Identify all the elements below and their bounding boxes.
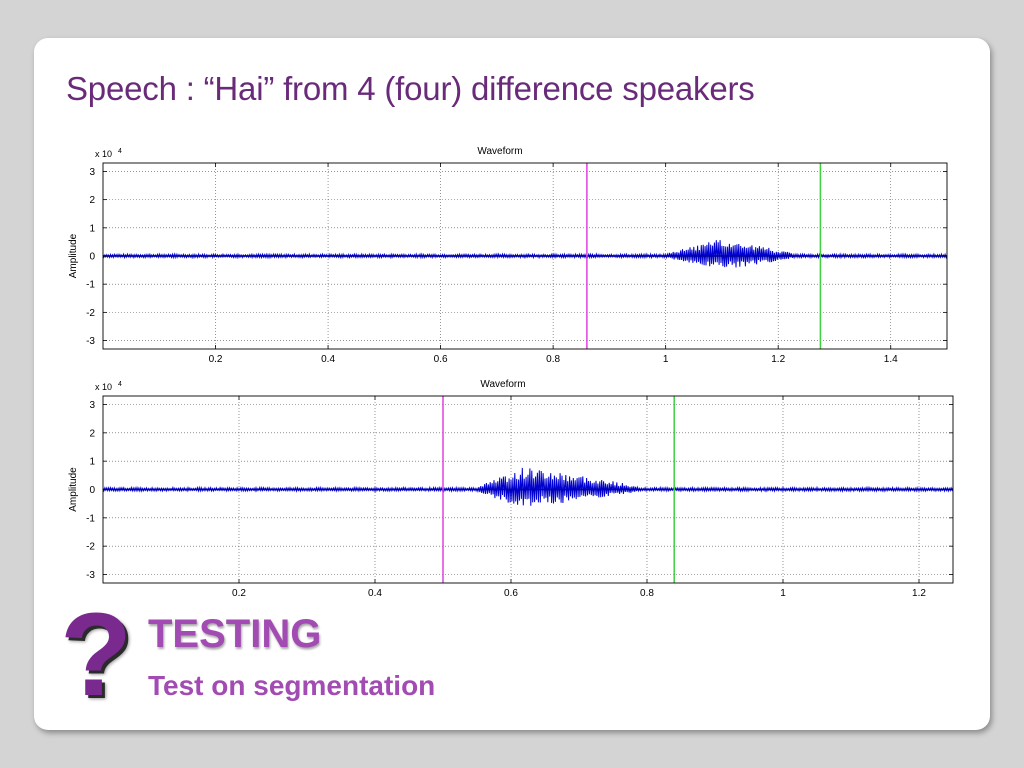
x-tick-label: 0.6 <box>504 588 518 599</box>
question-mark-icon: ? <box>60 589 133 721</box>
y-tick-label: -2 <box>86 542 95 553</box>
x-tick-label: 0.8 <box>640 588 654 599</box>
y-tick-label: -3 <box>86 336 95 347</box>
waveform-chart-1: 0.2 0.4 0.6 0.8 1 1.2 1.4 3 2 1 0 -1 -2 -3 Waveform x 1… <box>68 146 948 365</box>
y-tick-label: 2 <box>89 428 95 439</box>
y-exponent-label: x 10 <box>95 382 112 392</box>
waveform-series <box>102 467 954 506</box>
y-tick-label: -1 <box>86 280 95 291</box>
y-tick-label: -2 <box>86 308 95 319</box>
chart-title: Waveform <box>480 379 525 390</box>
slide-background <box>34 38 990 730</box>
x-tick-label: 1 <box>780 588 786 599</box>
y-tick-label: 0 <box>89 485 95 496</box>
waveform-chart-2: 0.2 0.4 0.6 0.8 1 1.2 3 2 1 0 -1 -2 -3 Waveform x 10 4 A… <box>68 379 954 599</box>
x-tick-label: 0.4 <box>368 588 382 599</box>
y-tick-label: 3 <box>89 167 95 178</box>
x-tick-label: 0.2 <box>232 588 246 599</box>
x-tick-label: 1 <box>663 354 669 365</box>
x-tick-label: 1.2 <box>771 354 785 365</box>
section-heading: TESTING <box>148 612 322 656</box>
y-tick-label: 1 <box>89 457 95 468</box>
slide-title: Speech : “Hai” from 4 (four) difference … <box>66 70 755 107</box>
y-exponent-power: 4 <box>118 148 122 155</box>
x-tick-label: 0.8 <box>546 354 560 365</box>
y-tick-label: 1 <box>89 223 95 234</box>
x-tick-label: 0.2 <box>209 354 223 365</box>
x-tick-label: 0.6 <box>434 354 448 365</box>
x-tick-label: 0.4 <box>321 354 335 365</box>
y-exponent-label: x 10 <box>95 149 112 159</box>
section-subheading: Test on segmentation <box>148 670 436 701</box>
y-tick-label: -1 <box>86 513 95 524</box>
y-tick-label: 2 <box>89 195 95 206</box>
y-tick-label: 0 <box>89 252 95 263</box>
y-tick-label: 3 <box>89 400 95 411</box>
chart-title: Waveform <box>477 146 522 157</box>
y-tick-label: -3 <box>86 570 95 581</box>
waveform-series <box>102 240 948 268</box>
y-axis-label: Amplitude <box>68 467 79 512</box>
y-axis-label: Amplitude <box>68 233 79 278</box>
x-tick-label: 1.4 <box>884 354 898 365</box>
y-exponent-power: 4 <box>118 381 122 388</box>
x-tick-label: 1.2 <box>912 588 926 599</box>
